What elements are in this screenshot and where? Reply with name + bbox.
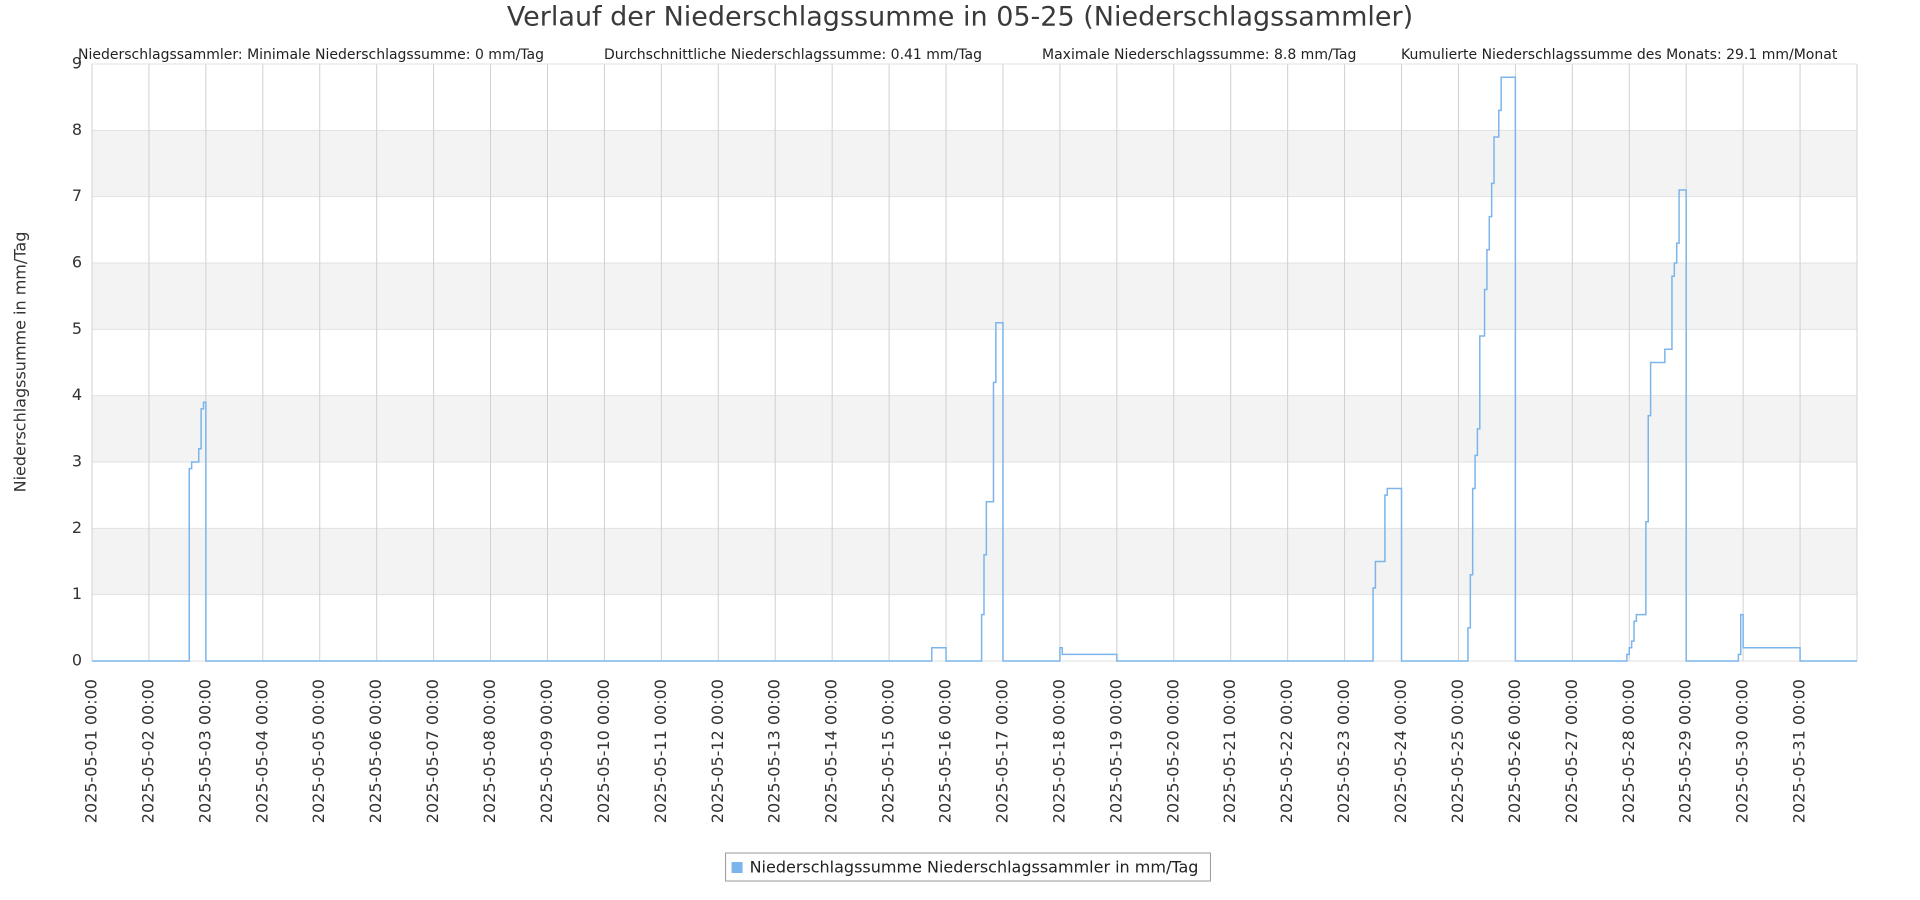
x-tick-label: 2025-05-04 00:00 [252,679,271,823]
x-tick-label: 2025-05-18 00:00 [1049,679,1068,823]
legend-text: Niederschlagssumme Niederschlagssammler … [750,858,1199,877]
chart-title: Verlauf der Niederschlagssumme in 05-25 … [507,2,1413,33]
x-tick-label: 2025-05-08 00:00 [480,679,499,823]
legend: Niederschlagssumme Niederschlagssammler … [725,852,1211,882]
y-tick-label: 6 [72,253,82,272]
x-tick-label: 2025-05-30 00:00 [1733,679,1752,823]
grid-band [92,130,1857,197]
x-tick-label: 2025-05-20 00:00 [1163,679,1182,823]
x-tick-label: 2025-05-27 00:00 [1562,679,1581,823]
x-tick-label: 2025-05-15 00:00 [879,679,898,823]
x-tick-label: 2025-05-22 00:00 [1277,679,1296,823]
y-tick-label: 9 [72,54,82,73]
x-tick-label: 2025-05-23 00:00 [1334,679,1353,823]
x-tick-label: 2025-05-17 00:00 [992,679,1011,823]
x-tick-label: 2025-05-29 00:00 [1676,679,1695,823]
x-tick-label: 2025-05-31 00:00 [1790,679,1809,823]
y-tick-label: 2 [72,518,82,537]
x-tick-label: 2025-05-26 00:00 [1505,679,1524,823]
x-tick-label: 2025-05-16 00:00 [936,679,955,823]
x-tick-label: 2025-05-03 00:00 [195,679,214,823]
y-tick-label: 8 [72,120,82,139]
y-tick-label: 4 [72,385,82,404]
x-tick-label: 2025-05-19 00:00 [1106,679,1125,823]
x-tick-label: 2025-05-12 00:00 [708,679,727,823]
x-tick-label: 2025-05-09 00:00 [537,679,556,823]
y-tick-label: 0 [72,651,82,670]
x-tick-label: 2025-05-10 00:00 [594,679,613,823]
x-tick-label: 2025-05-02 00:00 [138,679,157,823]
legend-swatch [731,862,743,873]
y-tick-label: 5 [72,319,82,338]
grid-band [92,395,1857,462]
stat-text: Niederschlagssammler: Minimale Niedersch… [78,47,544,63]
x-tick-label: 2025-05-24 00:00 [1391,679,1410,823]
grid-band [92,263,1857,330]
stat-text: Kumulierte Niederschlagssumme des Monats… [1401,47,1838,63]
x-tick-label: 2025-05-14 00:00 [822,679,841,823]
y-axis-label: Niederschlagssumme in mm/Tag [11,232,30,493]
data-line [92,76,1857,662]
x-tick-label: 2025-05-25 00:00 [1448,679,1467,823]
x-tick-label: 2025-05-28 00:00 [1619,679,1638,823]
x-tick-label: 2025-05-21 00:00 [1220,679,1239,823]
stat-text: Durchschnittliche Niederschlagssumme: 0.… [604,47,982,63]
y-tick-label: 7 [72,186,82,205]
legend-box [725,852,1211,882]
x-tick-label: 2025-05-06 00:00 [366,679,385,823]
x-tick-label: 2025-05-11 00:00 [651,679,670,823]
y-tick-label: 1 [72,584,82,603]
x-tick-label: 2025-05-07 00:00 [423,679,442,823]
grid-band [92,528,1857,595]
x-tick-label: 2025-05-01 00:00 [82,679,101,823]
x-tick-label: 2025-05-05 00:00 [309,679,328,823]
stat-text: Maximale Niederschlagssumme: 8.8 mm/Tag [1042,47,1356,63]
y-tick-label: 3 [72,452,82,471]
x-tick-label: 2025-05-13 00:00 [765,679,784,823]
